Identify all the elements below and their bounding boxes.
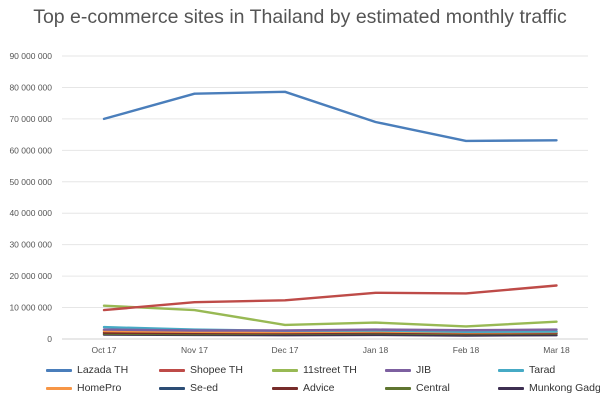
- chart-title: Top e-commerce sites in Thailand by esti…: [33, 6, 567, 28]
- y-tick-label: 40 000 000: [9, 208, 52, 218]
- y-tick-label: 60 000 000: [9, 145, 52, 155]
- y-tick-label: 80 000 000: [9, 82, 52, 92]
- series-line: [102, 328, 558, 332]
- series-line: [102, 90, 558, 143]
- y-tick-label: 30 000 000: [9, 240, 52, 250]
- x-tick-label: Nov 17: [181, 345, 208, 355]
- y-tick-label: 90 000 000: [9, 51, 52, 61]
- series-line: [102, 284, 558, 312]
- y-tick-label: 70 000 000: [9, 114, 52, 124]
- y-tick-label: 50 000 000: [9, 177, 52, 187]
- y-tick-label: 20 000 000: [9, 271, 52, 281]
- x-tick-label: Jan 18: [363, 345, 389, 355]
- y-tick-label: 0: [47, 334, 52, 344]
- x-tick-label: Mar 18: [543, 345, 570, 355]
- x-tick-label: Dec 17: [272, 345, 299, 355]
- y-tick-label: 10 000 000: [9, 303, 52, 313]
- x-tick-label: Oct 17: [91, 345, 116, 355]
- x-tick-label: Feb 18: [453, 345, 480, 355]
- series-line: [102, 304, 558, 328]
